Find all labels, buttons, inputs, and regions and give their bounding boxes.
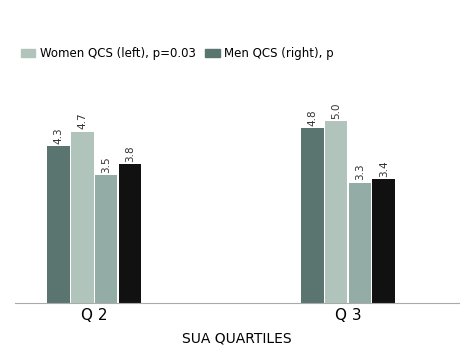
Bar	[47, 146, 70, 303]
Text: 5.0: 5.0	[331, 102, 341, 118]
Bar	[71, 132, 94, 303]
Bar	[118, 165, 141, 303]
Bar	[95, 175, 118, 303]
X-axis label: SUA QUARTILES: SUA QUARTILES	[182, 331, 292, 345]
Text: 3.8: 3.8	[125, 145, 135, 162]
Text: 3.4: 3.4	[379, 160, 389, 177]
Legend: Women QCS (left), p=0.03, Men QCS (right), p: Women QCS (left), p=0.03, Men QCS (right…	[17, 42, 338, 65]
Text: 4.3: 4.3	[54, 127, 64, 144]
Text: 3.3: 3.3	[355, 164, 365, 180]
Text: 4.8: 4.8	[307, 109, 317, 126]
Bar	[301, 128, 324, 303]
Bar	[373, 179, 395, 303]
Bar	[348, 183, 371, 303]
Text: 3.5: 3.5	[101, 157, 111, 173]
Text: 4.7: 4.7	[77, 113, 87, 130]
Bar	[325, 121, 347, 303]
